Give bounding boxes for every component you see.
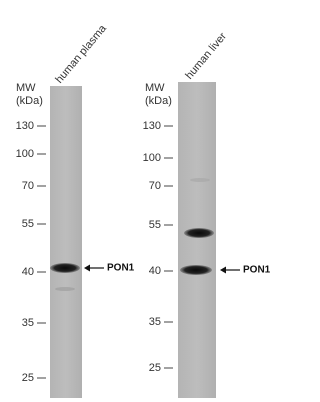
marker-label: 25 [22, 372, 34, 384]
marker-label: 25 [149, 362, 161, 374]
marker-label: 55 [22, 218, 34, 230]
protein-band [180, 265, 212, 275]
band-label: PON1 [243, 265, 271, 276]
lane-label: human liver [183, 30, 229, 82]
mw-label: MW [16, 82, 36, 94]
marker-label: 35 [22, 317, 34, 329]
marker-label: 55 [149, 219, 161, 231]
protein-band [50, 263, 80, 273]
lane-label: human plasma [53, 22, 109, 86]
faint-band [190, 178, 210, 182]
arrow-head [220, 267, 226, 274]
marker-label: 35 [149, 316, 161, 328]
protein-band [184, 228, 214, 238]
mw-label: MW [145, 82, 165, 94]
marker-label: 40 [149, 265, 161, 277]
marker-label: 70 [22, 180, 34, 192]
faint-band [55, 287, 75, 291]
unit-label: (kDa) [16, 95, 43, 107]
unit-label: (kDa) [145, 95, 172, 107]
gel-lane [178, 82, 216, 398]
western-blot-figure: MW(kDa)human plasma1301007055403525PON1M… [0, 0, 273, 402]
marker-label: 100 [143, 152, 161, 164]
band-label: PON1 [107, 263, 135, 274]
marker-label: 40 [22, 266, 34, 278]
marker-label: 130 [16, 120, 34, 132]
marker-label: 100 [16, 148, 34, 160]
arrow-head [84, 265, 90, 272]
marker-label: 70 [149, 180, 161, 192]
gel-lane [50, 86, 82, 398]
marker-label: 130 [143, 120, 161, 132]
